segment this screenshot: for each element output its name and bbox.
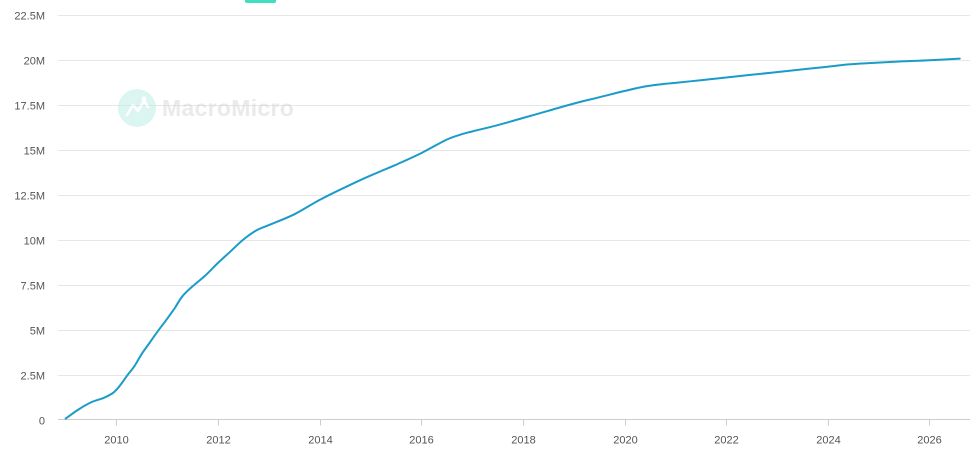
x-axis-tick-labels: 2010 2012 2014 2016 2018 2020 2022 2024 2026: [104, 435, 941, 447]
x-tick-label: 2022: [714, 435, 738, 447]
gridlines: [58, 15, 970, 376]
x-tick-label: 2020: [613, 435, 637, 447]
y-tick-label: 12.5M: [14, 191, 45, 203]
x-tick-label: 2014: [308, 435, 332, 447]
y-tick-label: 17.5M: [14, 101, 45, 113]
y-tick-label: 15M: [24, 146, 45, 158]
series-line: [64, 57, 961, 420]
y-tick-label: 22.5M: [14, 11, 45, 23]
y-axis-tick-labels: 0 2.5M 5M 7.5M 10M 12.5M 15M 17.5M 20M 22.5M: [14, 11, 45, 428]
legend-swatch[interactable]: [245, 0, 276, 3]
y-tick-label: 10M: [24, 236, 45, 248]
x-tick-label: 2026: [917, 435, 941, 447]
x-tick-label: 2024: [816, 435, 840, 447]
x-tick-label: 2016: [409, 435, 433, 447]
y-tick-label: 0: [39, 416, 45, 428]
y-tick-label: 7.5M: [21, 281, 45, 293]
y-tick-label: 2.5M: [21, 371, 45, 383]
x-axis-tick-marks: [116, 419, 930, 426]
y-tick-label: 20M: [24, 56, 45, 68]
y-tick-label: 5M: [30, 326, 45, 338]
watermark-text: MacroMicro: [162, 94, 295, 121]
x-tick-label: 2018: [511, 435, 535, 447]
x-tick-label: 2010: [104, 435, 128, 447]
watermark: MacroMicro: [118, 89, 294, 127]
macromicro-logo-icon: [118, 89, 156, 127]
x-tick-label: 2012: [206, 435, 230, 447]
